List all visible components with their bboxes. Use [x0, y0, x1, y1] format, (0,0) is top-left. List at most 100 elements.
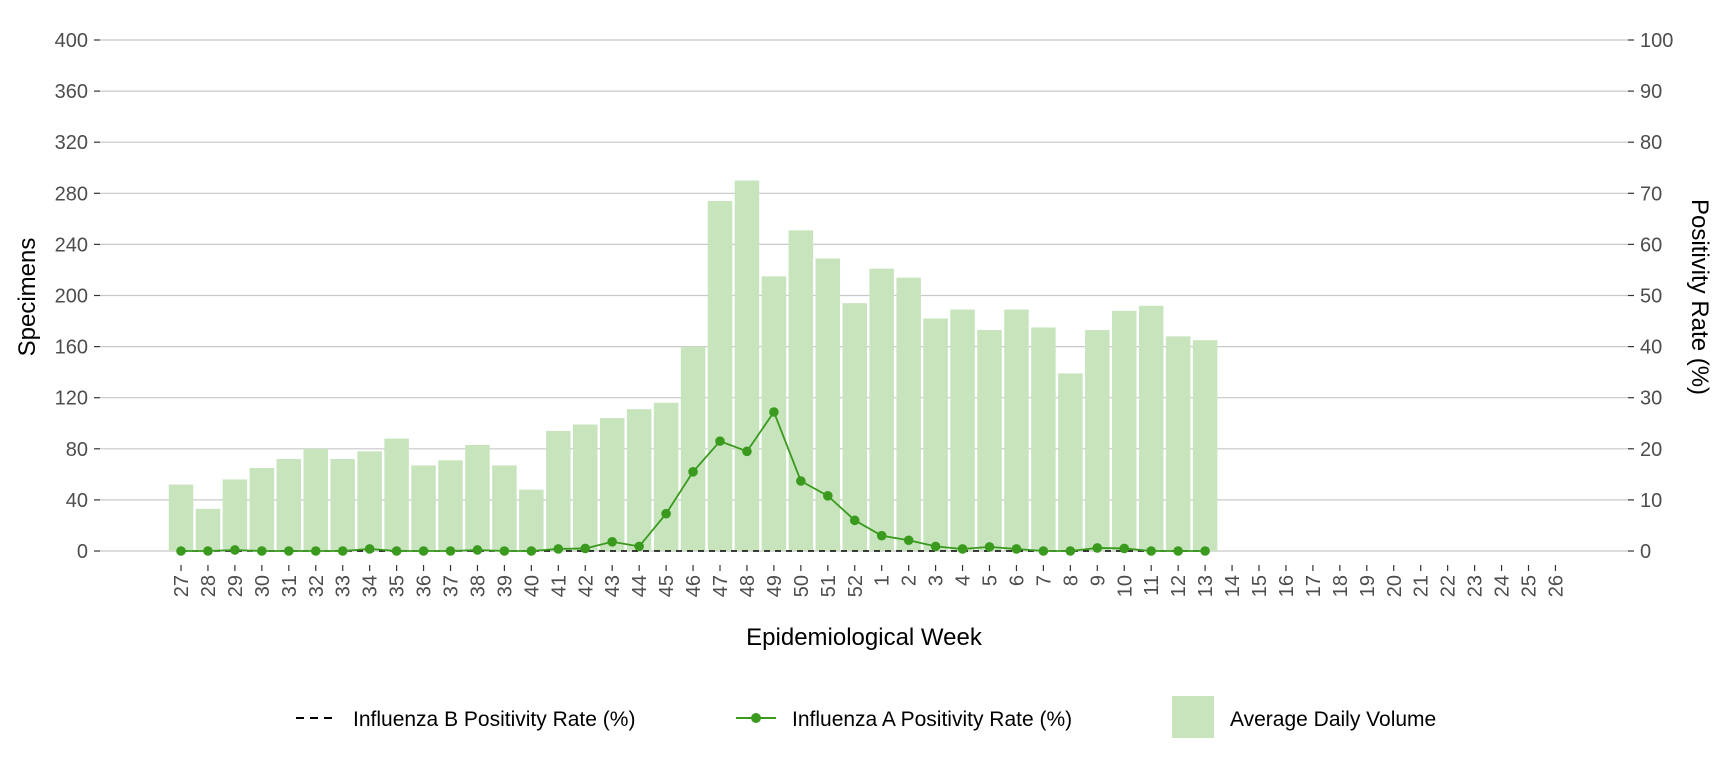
influenza-a-point — [1092, 543, 1103, 553]
volume-bar — [599, 418, 625, 551]
influenza-a-point — [230, 545, 240, 555]
influenza-a-point — [634, 541, 644, 552]
volume-bar — [195, 508, 221, 551]
volume-bar — [222, 479, 248, 551]
left-tick-label: 120 — [55, 388, 88, 410]
y-axis-title-left: Specimens — [14, 238, 41, 357]
influenza-a-point — [337, 546, 348, 556]
x-tick-label: 52 — [845, 575, 867, 597]
volume-bar — [626, 409, 652, 551]
volume-bar — [1031, 327, 1056, 551]
y-axis-title-right: Positivity Rate (%) — [1686, 199, 1713, 395]
x-tick-label: 35 — [387, 575, 409, 597]
x-tick-label: 29 — [225, 575, 247, 597]
volume-bar — [357, 451, 382, 551]
x-tick-label: 8 — [1060, 575, 1082, 586]
volume-bar — [1112, 310, 1137, 551]
x-tick-label: 14 — [1222, 575, 1244, 597]
left-tick-label: 0 — [77, 541, 88, 563]
left-tick-label: 80 — [66, 439, 88, 461]
x-tick-label: 20 — [1384, 575, 1406, 597]
volume-bar — [896, 277, 921, 551]
volume-bar — [977, 329, 1002, 551]
influenza-a-point — [284, 546, 294, 556]
x-tick-label: 13 — [1195, 575, 1217, 597]
influenza-a-point — [391, 546, 402, 556]
volume-bar — [384, 438, 409, 551]
influenza-a-point — [1065, 546, 1076, 556]
influenza-a-point — [1038, 546, 1049, 556]
x-tick-label: 45 — [656, 575, 678, 597]
volume-bar — [438, 460, 463, 551]
x-tick-label: 47 — [710, 575, 732, 597]
left-tick-label: 400 — [55, 30, 88, 52]
x-tick-label: 12 — [1168, 575, 1190, 597]
left-tick-label: 160 — [55, 337, 88, 359]
legend-item-influenza-b: Influenza B Positivity Rate (%) — [296, 708, 635, 731]
volume-bar — [1085, 329, 1110, 551]
influenza-a-point — [203, 546, 213, 556]
x-tick-label: 48 — [737, 575, 759, 597]
influenza-a-point — [661, 508, 671, 519]
right-tick-label: 50 — [1640, 286, 1662, 308]
volume-bar — [815, 258, 841, 551]
influenza-a-point — [984, 542, 995, 552]
influenza-a-point — [1011, 544, 1022, 554]
influenza-a-point — [688, 466, 698, 477]
volume-bar — [249, 467, 275, 551]
left-tick-label: 280 — [55, 183, 88, 205]
volume-bar — [546, 430, 571, 551]
influenza-a-point — [769, 407, 779, 417]
x-tick-label: 4 — [953, 575, 975, 586]
influenza-a-point — [553, 544, 564, 554]
volume-bar — [923, 318, 948, 551]
left-y-axis: 0 40 80 120 160 200 240 280 320 360 400 — [55, 30, 100, 563]
x-tick-label: 25 — [1519, 575, 1541, 597]
x-tick-label: 44 — [629, 575, 651, 597]
x-tick-label: 21 — [1411, 575, 1433, 597]
x-tick-label: 34 — [360, 575, 382, 597]
x-tick-label: 38 — [467, 575, 489, 597]
x-tick-label: 3 — [926, 575, 948, 586]
x-tick-label: 24 — [1492, 575, 1514, 597]
x-tick-label: 50 — [791, 575, 813, 597]
influenza-a-point — [930, 541, 941, 552]
influenza-a-point — [1173, 546, 1183, 556]
x-tick-label: 18 — [1330, 575, 1352, 597]
influenza-a-point — [580, 543, 591, 554]
x-tick-label: 49 — [764, 575, 786, 597]
legend-label-average-daily-volume: Average Daily Volume — [1230, 708, 1436, 731]
volume-bar — [734, 180, 760, 551]
x-tick-label: 41 — [548, 575, 570, 597]
x-tick-label: 32 — [306, 575, 328, 597]
x-tick-label: 37 — [441, 575, 463, 597]
volume-bar — [276, 459, 302, 551]
legend-item-average-daily-volume: Average Daily Volume — [1172, 696, 1436, 738]
volume-bar — [1192, 340, 1218, 551]
left-tick-label: 200 — [55, 286, 88, 308]
volume-bar — [707, 200, 733, 551]
volume-bar — [950, 309, 975, 551]
volume-bar — [653, 402, 679, 551]
volume-bar — [411, 465, 436, 551]
influenza-a-point — [176, 546, 186, 556]
x-tick-label: 51 — [818, 575, 840, 597]
right-y-axis: 0 10 20 30 40 50 60 70 80 90 100 — [1628, 30, 1673, 563]
right-tick-label: 10 — [1640, 490, 1662, 512]
left-tick-label: 320 — [55, 132, 88, 154]
influenza-a-point — [472, 545, 483, 555]
influenza-a-point — [257, 546, 267, 556]
influenza-a-point — [526, 546, 537, 556]
x-tick-label: 9 — [1087, 575, 1109, 586]
influenza-a-point — [796, 476, 806, 486]
x-tick-label: 23 — [1465, 575, 1487, 597]
influenza-a-point — [499, 546, 510, 556]
volume-bar — [1004, 309, 1029, 551]
volume-bar — [842, 303, 867, 551]
x-tick-label: 5 — [980, 575, 1002, 586]
legend: Influenza B Positivity Rate (%) Influenz… — [296, 696, 1436, 738]
volume-bar — [168, 484, 194, 551]
right-tick-label: 20 — [1640, 439, 1662, 461]
